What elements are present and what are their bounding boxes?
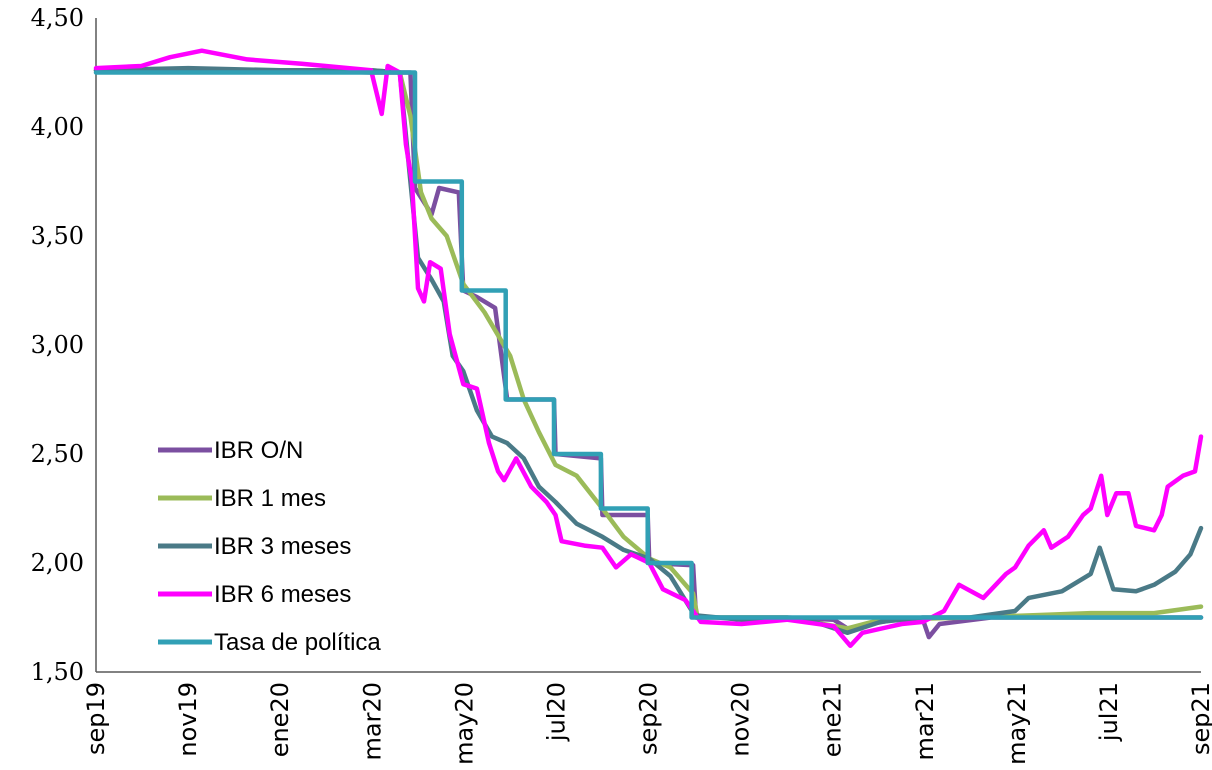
series-line-3 [93, 65, 1204, 636]
y-tick-label: 4,00 [31, 113, 84, 141]
x-tick-label: jul21 [1095, 682, 1123, 742]
x-tick-label: ene20 [266, 682, 294, 757]
legend-label: IBR 3 meses [214, 533, 351, 560]
y-tick-label: 1,50 [31, 658, 84, 686]
legend: IBR O/N IBR 1 mes IBR 3 meses IBR 6 meses Ta… [158, 437, 381, 656]
legend-label: Tasa de política [214, 629, 381, 656]
x-tick-label: ene21 [819, 682, 847, 757]
y-tick-label: 3,00 [31, 331, 84, 359]
x-tick-label: nov20 [727, 682, 755, 757]
x-tick-label: sep20 [635, 682, 663, 755]
x-tick-label: sep21 [1187, 682, 1212, 755]
y-tick-label: 2,00 [31, 549, 84, 577]
y-tick-label: 2,50 [31, 440, 84, 468]
x-tick-label: mar21 [911, 682, 939, 761]
x-tick-label: sep19 [82, 682, 110, 755]
x-tick-label: nov19 [174, 682, 202, 757]
x-tick-label: jul20 [542, 682, 570, 742]
legend-label: IBR 1 mes [214, 485, 326, 512]
axes [95, 18, 1201, 673]
x-tick-label: may21 [1003, 682, 1031, 765]
series-line-2 [93, 68, 1204, 631]
legend-label: IBR O/N [214, 437, 303, 464]
y-tick-label: 4,50 [31, 4, 84, 32]
legend-label: IBR 6 meses [214, 581, 351, 608]
y-tick-labels: 1,50 2,00 2,50 3,00 3,50 4,00 4,50 [31, 4, 84, 686]
x-tick-label: mar20 [358, 682, 386, 761]
y-tick-label: 3,50 [31, 222, 84, 250]
series-lines [93, 48, 1204, 649]
x-tick-labels: sep19 nov19 ene20 mar20 may20 jul20 sep20 nov20… [82, 682, 1212, 765]
series-line-5 [93, 70, 1204, 620]
x-tick-label: may20 [450, 682, 478, 765]
